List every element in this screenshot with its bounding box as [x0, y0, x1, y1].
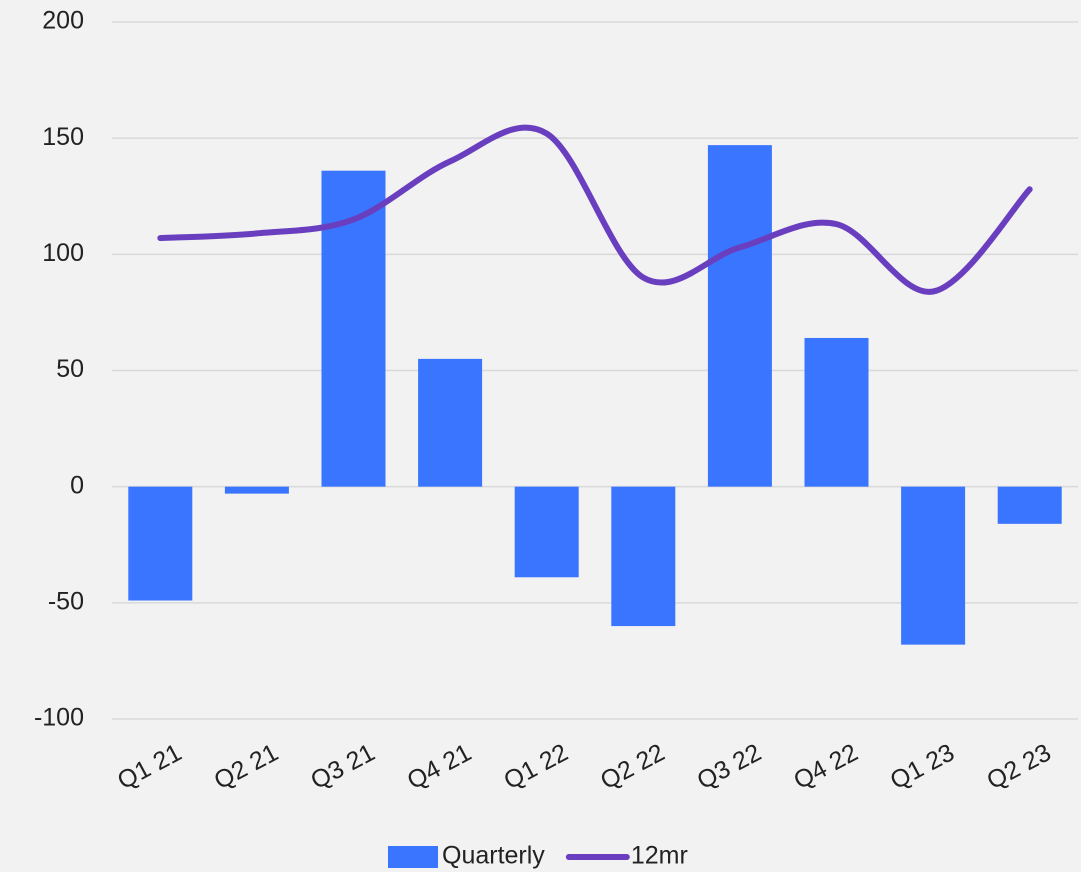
y-tick-label: 50	[56, 355, 84, 383]
bar	[901, 486, 966, 645]
y-tick-label: 0	[70, 471, 84, 499]
bar	[804, 337, 869, 487]
x-tick-label: Q1 23	[886, 738, 959, 795]
bar	[997, 486, 1062, 524]
x-tick-label: Q1 22	[499, 738, 572, 795]
legend-label: Quarterly	[442, 842, 545, 870]
line	[157, 124, 1033, 295]
x-tick-label: Q2 21	[210, 738, 283, 795]
x-tick-label: Q3 21	[306, 738, 379, 795]
y-tick-label: -50	[48, 587, 84, 615]
bar	[707, 145, 772, 487]
y-tick-label: -100	[34, 704, 84, 732]
x-tick-label: Q4 21	[403, 738, 476, 795]
bar	[418, 358, 483, 487]
legend-swatch	[388, 846, 438, 868]
bar	[128, 486, 193, 601]
x-tick-label: Q4 22	[789, 738, 862, 795]
bar	[611, 486, 676, 627]
x-tick-label: Q2 23	[982, 738, 1055, 795]
x-tick-label: Q1 21	[113, 738, 186, 795]
y-tick-label: 100	[42, 239, 84, 267]
x-tick-label: Q2 22	[596, 738, 669, 795]
y-tick-label: 200	[42, 7, 84, 35]
y-tick-label: 150	[42, 123, 84, 151]
legend-label: 12mr	[631, 842, 688, 870]
x-tick-label: Q3 22	[693, 738, 766, 795]
bar	[514, 486, 579, 578]
bar	[224, 486, 289, 494]
